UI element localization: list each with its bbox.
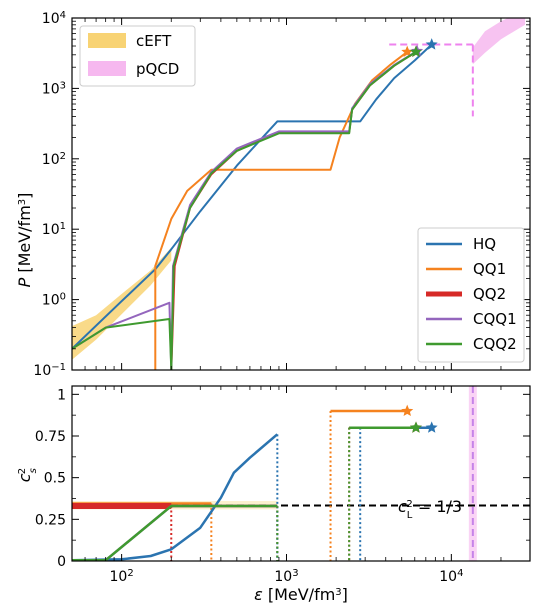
sound-speed-tick-label-2: 0.5: [44, 471, 66, 487]
conformal-limit-annotation: cL2 = 1/3: [398, 497, 462, 521]
energy-density-unit: [MeV/fm: [263, 585, 336, 604]
sound-speed-end-cqq2-3: [409, 421, 422, 433]
model-legend: HQ QQ1 QQ2 CQQ1 CQQ2: [417, 227, 525, 363]
pressure-axis-ticks: 10−1 100 101 102 103 104: [33, 10, 531, 380]
legend-label-ceft: cEFT: [136, 32, 172, 50]
curve-hq: [72, 43, 433, 350]
sound-speed-cqq2: [72, 504, 278, 561]
uncertainty-bands: [72, 18, 526, 360]
sound-speed-end-qq1-2: [401, 404, 414, 417]
sound-speed-axis-label: cs2: [15, 468, 39, 482]
energy-density-axis-label: ε [MeV/fm3]: [254, 585, 348, 604]
energy-tick-label-0: 102: [110, 568, 134, 586]
legend-label-cqq1: CQQ1: [473, 310, 517, 328]
annotation-symbol: c: [398, 497, 407, 516]
legend-label-cqq2: CQQ2: [473, 335, 517, 353]
sound-speed-hq: [72, 433, 279, 561]
pressure-tick-label-4: 103: [42, 80, 66, 98]
band-ceft: [72, 247, 172, 360]
pressure-tick-label-3: 102: [42, 150, 66, 168]
sound-speed-tick-label-1: 0.25: [35, 512, 66, 528]
pqcd-sound-speed-band: [468, 386, 477, 561]
pressure-tick-label-2: 101: [42, 221, 66, 239]
energy-tick-label-2: 104: [439, 568, 463, 586]
curve-qq1: [154, 51, 408, 370]
sound-speed-axis-ticks: 0 0.25 0.5 0.75 1 102 103 104: [35, 386, 531, 586]
pressure-axis-label: P [MeV/fm3]: [15, 193, 34, 288]
sound-speed-subscript: s: [28, 468, 39, 473]
sound-speed-tick-label-0: 0: [57, 554, 66, 570]
legend-label-hq: HQ: [473, 235, 496, 253]
annotation-value: = 1/3: [413, 497, 462, 516]
sound-speed-end-hq-2: [425, 421, 438, 433]
curve-cqq2: [72, 51, 417, 370]
sound-speed-curves: [72, 386, 530, 561]
energy-density-symbol: ε: [254, 585, 263, 604]
pressure-curves: [72, 38, 438, 370]
sound-speed-symbol: c: [15, 473, 34, 482]
end-marker-hq: [425, 38, 438, 50]
pressure-axis-unit-close: ]: [15, 193, 34, 199]
sound-speed-tick-label-4: 1: [57, 387, 66, 403]
energy-density-unit-exp: 3: [335, 587, 341, 598]
sound-speed-tick-label-3: 0.75: [35, 429, 66, 445]
pressure-axis-unit-exp: 3: [17, 199, 28, 205]
sound-speed-superscript: 2: [17, 468, 28, 474]
band-pqcd: [472, 18, 526, 65]
legend-label-qq2: QQ2: [473, 285, 506, 303]
pressure-axis-unit: [MeV/fm: [15, 205, 34, 278]
model-legend-frame: [417, 227, 525, 363]
band-legend: cEFT pQCD: [79, 25, 196, 87]
pressure-tick-label-1: 100: [42, 291, 66, 309]
end-marker-cqq2: [409, 45, 422, 57]
annotation-superscript: 2: [406, 499, 412, 510]
energy-density-unit-close: ]: [342, 585, 348, 604]
legend-label-qq1: QQ1: [473, 260, 506, 278]
sound-speed-plot-frame: [71, 385, 531, 562]
pressure-panel: 10−1 100 101 102 103 104 P [MeV/fm3] cEFT pQC…: [15, 10, 531, 380]
legend-swatch-ceft: [88, 33, 126, 48]
pressure-plot-frame: [71, 17, 531, 371]
pressure-axis-symbol: P: [15, 277, 34, 287]
legend-swatch-pqcd: [88, 61, 126, 76]
pressure-tick-label-5: 104: [42, 10, 66, 28]
energy-tick-label-1: 103: [274, 568, 298, 586]
annotation-subscript: L: [407, 510, 413, 521]
legend-label-pqcd: pQCD: [136, 60, 179, 78]
pressure-tick-label-0: 10−1: [33, 362, 66, 380]
